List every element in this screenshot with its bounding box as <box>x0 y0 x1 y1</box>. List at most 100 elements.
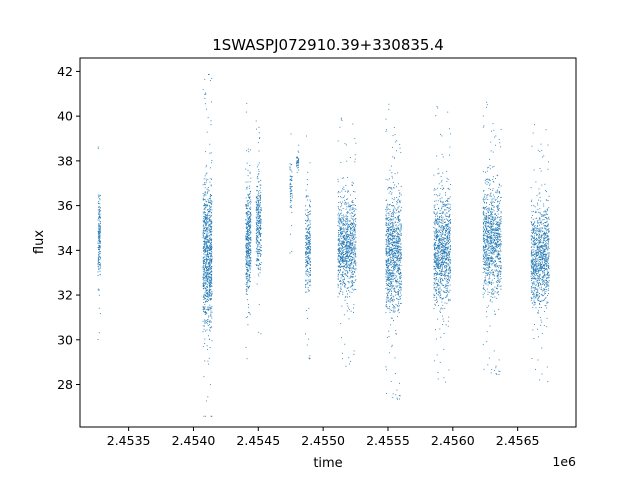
data-point <box>206 172 208 174</box>
data-point <box>204 223 206 225</box>
data-point <box>204 242 206 244</box>
data-point <box>436 284 438 286</box>
data-point <box>387 278 389 280</box>
data-point <box>247 240 249 242</box>
data-point <box>249 220 251 222</box>
data-point <box>350 229 351 231</box>
data-point <box>249 267 251 269</box>
data-point <box>209 282 211 284</box>
data-point <box>209 219 211 220</box>
data-point <box>392 225 394 227</box>
data-point <box>393 208 394 210</box>
data-point <box>442 222 444 224</box>
data-point <box>390 324 392 326</box>
data-point <box>250 201 252 203</box>
data-point <box>438 229 440 231</box>
data-point <box>203 282 205 284</box>
data-point <box>449 196 451 198</box>
data-point <box>204 307 206 309</box>
data-point <box>393 256 395 258</box>
data-point <box>308 218 310 220</box>
data-point <box>438 246 440 248</box>
data-point <box>246 283 248 285</box>
data-point <box>440 280 442 282</box>
data-point <box>256 251 258 253</box>
data-point <box>349 265 351 267</box>
data-point <box>441 208 442 210</box>
data-point <box>443 251 445 253</box>
data-point <box>354 218 356 220</box>
data-point <box>442 278 444 280</box>
data-point <box>207 295 209 297</box>
data-point <box>97 194 99 196</box>
data-point <box>340 228 341 230</box>
data-point <box>398 312 400 314</box>
data-point <box>338 229 339 231</box>
data-point <box>399 238 401 240</box>
data-point <box>435 213 437 215</box>
data-point <box>449 249 451 251</box>
data-point <box>449 246 451 248</box>
data-point <box>441 225 443 227</box>
data-point <box>309 355 311 357</box>
data-point <box>257 204 259 206</box>
data-point <box>340 269 341 270</box>
data-point <box>210 326 212 328</box>
data-point <box>436 221 438 223</box>
data-point <box>446 253 448 255</box>
data-point <box>392 299 394 301</box>
data-point <box>351 259 353 260</box>
data-point <box>398 270 399 272</box>
data-point <box>207 296 209 297</box>
data-point <box>387 295 388 296</box>
data-point <box>208 204 210 206</box>
data-point <box>435 222 437 224</box>
data-point <box>446 253 448 255</box>
data-point <box>209 258 211 260</box>
data-point <box>400 280 402 282</box>
data-point <box>389 288 391 290</box>
data-point <box>205 151 206 153</box>
data-point <box>400 277 402 279</box>
data-point <box>337 238 339 240</box>
data-point <box>395 249 397 251</box>
data-point <box>337 217 339 219</box>
data-point <box>249 277 251 279</box>
data-point <box>206 215 208 216</box>
data-point <box>248 151 250 153</box>
data-point <box>98 288 100 290</box>
data-point <box>445 230 447 232</box>
data-point <box>483 125 485 127</box>
data-point <box>205 182 207 184</box>
data-point <box>339 236 341 238</box>
data-point <box>443 285 445 286</box>
data-point <box>386 246 388 248</box>
data-point <box>250 251 252 253</box>
data-point <box>389 300 391 302</box>
data-point <box>258 138 260 139</box>
data-point <box>98 231 100 233</box>
data-point <box>308 236 309 238</box>
data-point <box>337 257 339 259</box>
data-point <box>98 236 100 238</box>
data-point <box>208 277 210 279</box>
data-point <box>352 276 353 278</box>
data-point <box>339 215 340 217</box>
data-point <box>390 239 392 241</box>
data-point <box>203 241 204 243</box>
data-point <box>346 242 348 244</box>
data-point <box>439 213 441 214</box>
data-point <box>438 264 439 266</box>
data-point <box>310 243 311 245</box>
data-point <box>208 335 209 337</box>
data-point <box>391 232 393 234</box>
data-point <box>249 279 251 281</box>
data-point <box>209 214 211 216</box>
data-point <box>355 220 356 222</box>
data-point <box>248 225 249 227</box>
data-point <box>441 153 443 155</box>
data-point <box>446 290 448 292</box>
data-point <box>340 274 342 276</box>
data-point <box>208 219 210 221</box>
data-point <box>246 212 248 214</box>
